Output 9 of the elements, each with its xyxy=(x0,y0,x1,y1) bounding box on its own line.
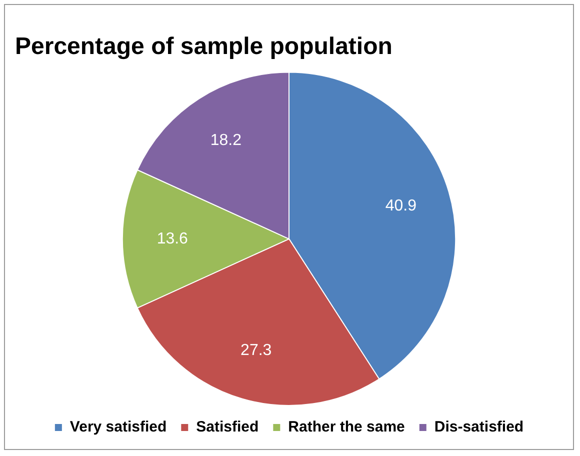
data-label: 40.9 xyxy=(385,197,417,214)
data-label: 13.6 xyxy=(156,230,188,248)
legend-label: Very satisfied xyxy=(70,418,167,436)
data-label: 18.2 xyxy=(210,132,242,150)
legend-label: Dis-satisfied xyxy=(434,418,524,436)
chart-title: Percentage of sample population xyxy=(15,33,392,60)
data-label: 27.3 xyxy=(240,342,272,360)
legend-label: Satisfied xyxy=(196,418,259,436)
legend-label: Rather the same xyxy=(288,418,405,436)
